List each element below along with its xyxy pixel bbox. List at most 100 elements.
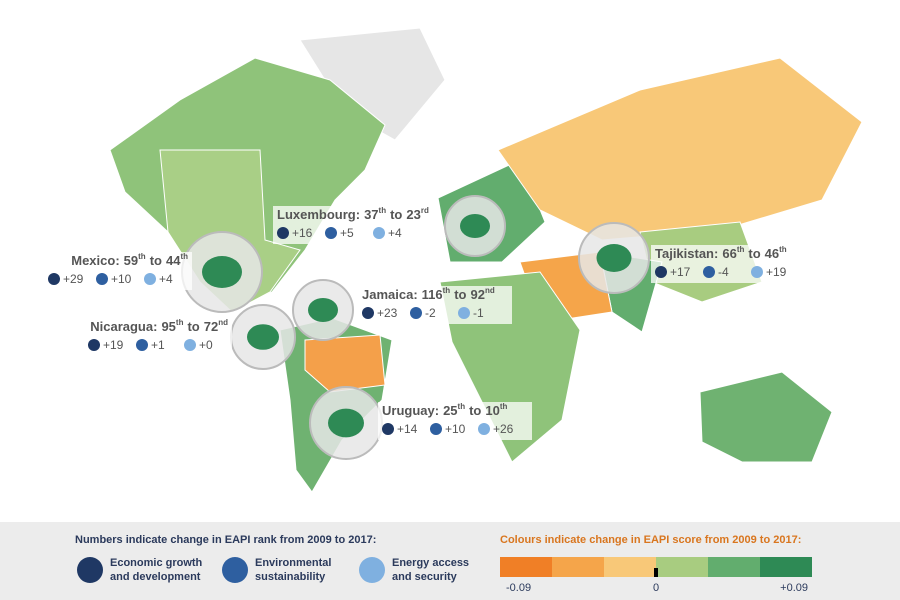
rank-change: +14 — [397, 422, 418, 436]
rank-to: 10 — [485, 403, 499, 418]
connector: to — [454, 287, 466, 302]
scale-label: 0 — [653, 582, 659, 594]
legend-category: sustainability — [255, 571, 326, 583]
scale-swatch — [500, 557, 552, 577]
rank-suffix: th — [138, 252, 146, 261]
country-shape — [308, 298, 338, 322]
rank-change: -4 — [718, 265, 729, 279]
category-icon — [458, 307, 470, 319]
country-name: Uruguay: — [382, 403, 439, 418]
rank-change: +17 — [670, 265, 691, 279]
rank-from: 66 — [722, 246, 736, 261]
category-icon — [362, 307, 374, 319]
rank-change: +10 — [111, 272, 132, 286]
country-shape — [460, 214, 490, 238]
legend-category: and security — [392, 571, 458, 583]
rank-suffix: rd — [421, 206, 429, 215]
callout-backdrop — [358, 286, 512, 324]
category-icon — [382, 423, 394, 435]
rank-from: 95 — [161, 319, 175, 334]
rank-from: 59 — [124, 253, 138, 268]
country-name: Mexico: — [71, 253, 119, 268]
callout-backdrop — [78, 318, 232, 356]
rank-suffix: th — [779, 245, 787, 254]
rank-change: +19 — [103, 338, 124, 352]
category-icon — [144, 273, 156, 285]
rank-suffix: nd — [218, 318, 228, 327]
rank-suffix: th — [379, 206, 387, 215]
callout-title: Luxembourg: 37th to 23rd — [277, 206, 429, 222]
rank-change: +16 — [292, 226, 313, 240]
callout-backdrop — [38, 252, 192, 290]
rank-legend-title: Numbers indicate change in EAPI rank fro… — [75, 534, 376, 546]
rank-change: +29 — [63, 272, 84, 286]
rank-change: +1 — [151, 338, 165, 352]
country-name: Nicaragua: — [90, 319, 157, 334]
rank-change: +4 — [159, 272, 173, 286]
rank-suffix: th — [500, 402, 508, 411]
category-icon — [751, 266, 763, 278]
scale-swatch — [552, 557, 604, 577]
connector: to — [748, 246, 760, 261]
country-name: Luxembourg: — [277, 207, 360, 222]
country-shape — [596, 244, 632, 272]
rank-from: 25 — [443, 403, 457, 418]
rank-to: 44 — [166, 253, 181, 268]
color-scale — [500, 557, 812, 577]
legend-icon — [359, 557, 385, 583]
rank-change: +0 — [199, 338, 213, 352]
category-icon — [325, 227, 337, 239]
rank-suffix: th — [180, 252, 188, 261]
category-icon — [703, 266, 715, 278]
connector: to — [187, 319, 199, 334]
category-icon — [184, 339, 196, 351]
category-icon — [96, 273, 108, 285]
rank-change: +26 — [493, 422, 514, 436]
callout-backdrop — [651, 245, 805, 283]
scale-swatch — [760, 557, 812, 577]
rank-suffix: th — [176, 318, 184, 327]
rank-from: 37 — [364, 207, 378, 222]
score-legend-title: Colours indicate change in EAPI score fr… — [500, 534, 801, 546]
rank-change: -1 — [473, 306, 484, 320]
connector: to — [390, 207, 402, 222]
rank-to: 72 — [204, 319, 218, 334]
rank-to: 23 — [406, 207, 420, 222]
callout-title: Mexico: 59th to 44th — [71, 252, 188, 268]
legend-category: Environmental — [255, 557, 331, 569]
connector: to — [150, 253, 162, 268]
rank-suffix: th — [458, 402, 466, 411]
rank-suffix: nd — [485, 286, 495, 295]
russia — [497, 57, 863, 241]
category-icon — [88, 339, 100, 351]
zero-marker — [654, 568, 658, 577]
category-icon — [478, 423, 490, 435]
rank-to: 46 — [765, 246, 779, 261]
category-icon — [277, 227, 289, 239]
rank-from: 116 — [422, 287, 443, 302]
scale-swatch — [604, 557, 656, 577]
country-name: Tajikistan: — [655, 246, 718, 261]
callout-backdrop — [378, 402, 532, 440]
australia — [699, 371, 833, 463]
callout-title: Nicaragua: 95th to 72nd — [90, 318, 228, 334]
country-shape — [247, 324, 279, 350]
callout-title: Jamaica: 116th to 92nd — [362, 286, 495, 302]
category-icon — [430, 423, 442, 435]
rank-change: +10 — [445, 422, 466, 436]
scale-label: +0.09 — [780, 582, 808, 594]
rank-suffix: th — [443, 286, 451, 295]
rank-change: -2 — [425, 306, 436, 320]
connector: to — [469, 403, 481, 418]
scale-swatch — [656, 557, 708, 577]
legend-categories: Economic growth and development Environmen… — [77, 557, 469, 583]
scale-label: -0.09 — [506, 582, 531, 594]
country-name: Jamaica: — [362, 287, 418, 302]
legend-category: Energy access — [392, 557, 469, 569]
rank-change: +19 — [766, 265, 787, 279]
legend-icon — [222, 557, 248, 583]
legend-category: Economic growth — [110, 557, 203, 569]
